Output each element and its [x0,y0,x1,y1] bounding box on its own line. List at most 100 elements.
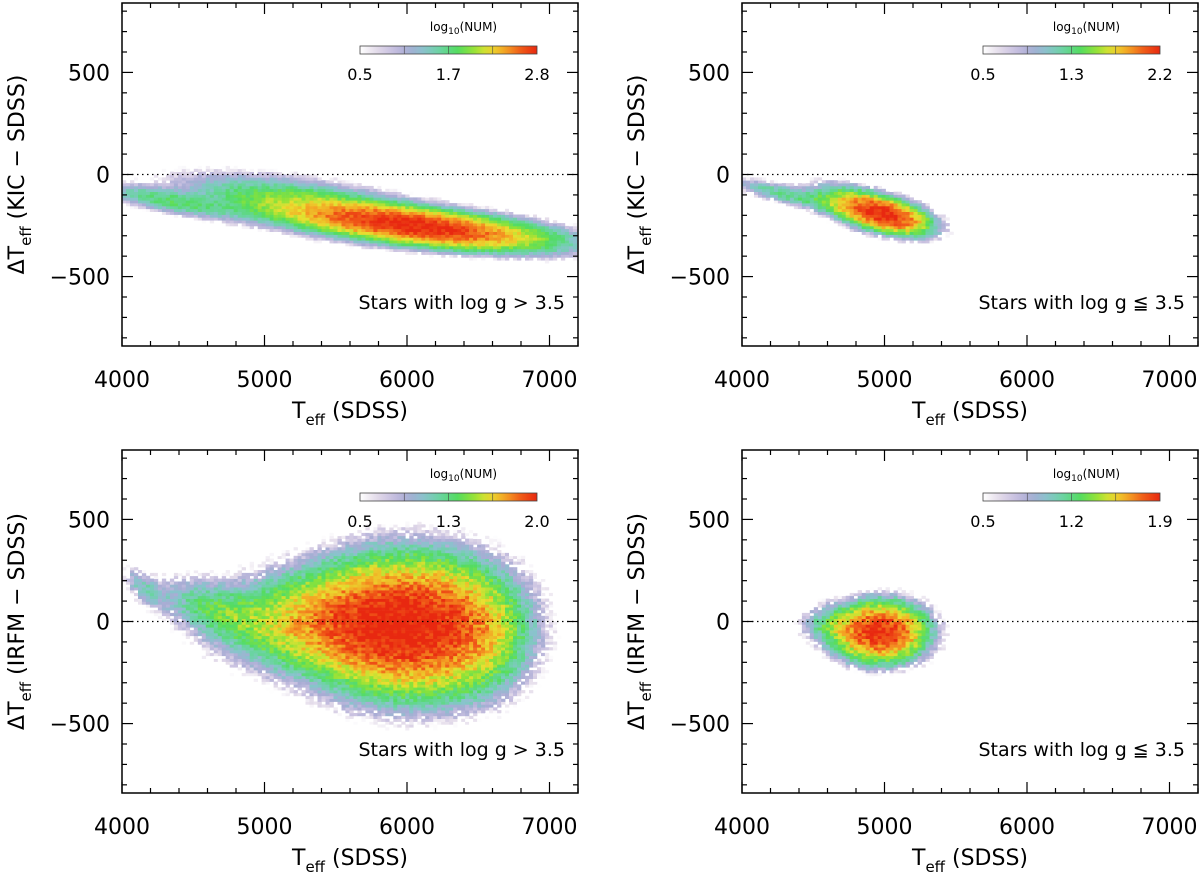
heatmap-cell [529,248,534,252]
heatmap-cell [921,231,926,235]
heatmap-cell [564,254,570,258]
heatmap-cell [473,223,478,227]
heatmap-cell [497,228,502,232]
heatmap-cell [293,174,298,178]
x-tick-label: 5000 [237,368,293,393]
heatmap-cell [813,188,819,192]
heatmap-cell [309,684,314,688]
heatmap-cell [177,572,183,577]
heatmap-cell [913,208,918,212]
heatmap-cell [217,650,223,654]
heatmap-cell [229,177,234,181]
heatmap-cell [285,592,290,597]
heatmap-cell [273,200,278,204]
y-tick-label: 500 [688,61,730,86]
heatmap-cell [353,188,358,192]
heatmap-cell [257,564,262,568]
heatmap-cell [389,200,394,204]
heatmap-cell [221,200,227,204]
heatmap-cell [265,621,270,625]
heatmap-cell [225,658,230,662]
heatmap-cell [365,220,370,224]
heatmap-cell [877,220,882,224]
heatmap-cell [564,240,570,244]
heatmap-cell [881,197,886,201]
heatmap-cell [209,612,215,617]
heatmap-cell [945,234,950,238]
heatmap-cell [373,237,378,241]
heatmap-cell [277,632,282,637]
heatmap-cell [853,208,858,212]
heatmap-cell [189,607,195,611]
heatmap-cell [433,203,438,207]
heatmap-cell [556,234,562,238]
heatmap-cell [345,604,350,608]
heatmap-cell [357,200,362,204]
heatmap-cell [489,208,494,212]
heatmap-cell [449,208,454,212]
heatmap-cell [269,675,274,679]
heatmap-cell [425,237,430,241]
heatmap-cell [481,231,486,235]
heatmap-cell [281,200,286,204]
heatmap-cell [185,183,191,187]
heatmap-cell [285,200,290,204]
heatmap-cell [181,211,187,215]
heatmap-cell [185,635,191,639]
heatmap-cell [221,578,227,582]
heatmap-cell [877,203,882,207]
heatmap-cell [221,650,227,654]
heatmap-cell [273,188,278,192]
heatmap-cell [285,612,290,617]
heatmap-cell [305,684,310,688]
heatmap-cell [513,243,518,247]
heatmap-cell [329,234,334,238]
heatmap-cell [869,205,874,210]
heatmap-cell [153,174,159,178]
heatmap-cell [293,595,298,599]
heatmap-cell [941,214,946,218]
heatmap-cell [245,174,250,178]
heatmap-cell [881,220,886,224]
heatmap-cell [921,217,926,221]
heatmap-cell [449,248,454,252]
heatmap-cell [421,237,426,241]
heatmap-cell [905,203,910,207]
heatmap-cell [138,595,143,599]
heatmap-cell [277,612,282,617]
heatmap-cell [357,228,362,232]
heatmap-cell [321,641,326,645]
heatmap-cell [833,214,839,218]
heatmap-cell [785,191,791,195]
heatmap-cell [189,174,195,178]
heatmap-cell [265,675,270,679]
heatmap-cell [361,243,366,247]
heatmap-cell [245,638,250,642]
heatmap-cell [205,185,211,190]
heatmap-cell [153,578,159,582]
heatmap-cell [257,168,262,172]
heatmap-cell [901,197,906,201]
heatmap-cell [193,174,199,178]
heatmap-cell [477,240,482,244]
heatmap-cell [425,194,430,198]
heatmap-cell [309,183,314,187]
heatmap-cell [537,220,542,224]
heatmap-cell [201,627,207,631]
heatmap-cell [369,228,374,232]
heatmap-cell [337,621,342,625]
heatmap-cell [193,217,199,221]
heatmap-cell [229,168,234,172]
heatmap-cell [265,203,270,207]
heatmap-cell [377,191,382,195]
heatmap-cell [265,220,270,224]
heatmap-cell [253,618,258,622]
heatmap-cell [241,627,246,631]
heatmap-cell [141,191,147,195]
heatmap-cell [449,231,454,235]
heatmap-cell [317,581,322,585]
heatmap-cell [742,191,747,195]
heatmap-cell [297,644,302,648]
heatmap-cell [253,673,258,677]
heatmap-cell [357,225,362,230]
